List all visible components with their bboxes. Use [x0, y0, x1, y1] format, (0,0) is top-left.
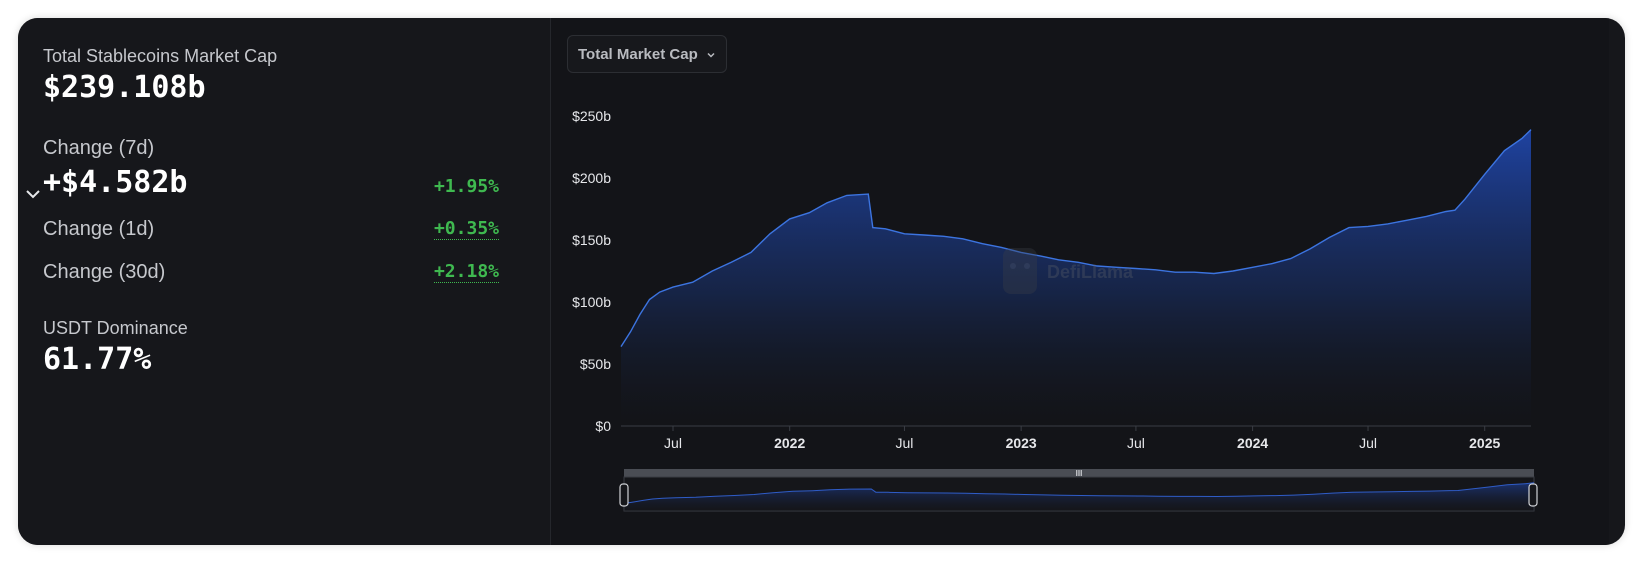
x-axis: Jul 2022 Jul 2023 Jul 2024 Jul 2025	[664, 426, 1500, 451]
chevron-down-icon[interactable]	[25, 186, 41, 202]
y-tick-label: $100b	[572, 294, 611, 310]
x-tick-label: Jul	[664, 435, 682, 451]
x-tick-label: Jul	[1359, 435, 1377, 451]
change-7d-percent: +1.95%	[433, 176, 499, 197]
range-brush[interactable]: III	[619, 469, 1538, 512]
x-tick-label: 2024	[1237, 435, 1268, 451]
stablecoins-card: Total Stablecoins Market Cap $239.108b C…	[18, 18, 1625, 545]
brush-bar[interactable]	[624, 469, 1534, 477]
navigator-line	[623, 482, 1535, 504]
metric-dropdown-label: Total Market Cap	[578, 46, 698, 63]
total-mcap-value: $239.108b	[43, 70, 206, 105]
x-tick-label: Jul	[896, 435, 914, 451]
x-tick-label: Jul	[1127, 435, 1145, 451]
watermark-text: DefiLlama	[1047, 262, 1134, 282]
llama-logo-icon	[1003, 248, 1037, 294]
brush-grip[interactable]: III	[1076, 469, 1083, 478]
market-cap-chart: $0 $50b $100b $150b $200b $250b Jul 2022 Jul 202…	[572, 108, 1538, 512]
watermark: DefiLlama	[1003, 248, 1134, 294]
metric-dropdown[interactable]: Total Market Cap	[567, 35, 727, 73]
market-cap-line	[620, 129, 1532, 347]
x-tick-label: 2023	[1006, 435, 1037, 451]
chevron-down-icon	[707, 52, 715, 58]
chart-panel: Total Market Cap $0 $50b $100b $150b $200b $2…	[551, 18, 1609, 545]
y-tick-label: $200b	[572, 170, 611, 186]
change-7d-value: +$4.582b	[43, 165, 188, 200]
change-30d-label: Change (30d)	[43, 261, 166, 283]
y-axis: $0 $50b $100b $150b $200b $250b	[572, 108, 611, 434]
change-7d-label: Change (7d)	[43, 137, 155, 159]
brush-handle-left[interactable]	[619, 483, 629, 507]
x-tick-label: 2022	[774, 435, 805, 451]
market-cap-area	[621, 129, 1531, 426]
y-tick-label: $150b	[572, 232, 611, 248]
y-tick-label: $250b	[572, 108, 611, 124]
x-tick-label: 2025	[1469, 435, 1500, 451]
usdt-dominance-value: 61.77%	[43, 342, 152, 377]
total-mcap-label: Total Stablecoins Market Cap	[43, 46, 278, 66]
change-1d-label: Change (1d)	[43, 218, 155, 240]
change-1d-percent[interactable]: +0.35%	[433, 218, 499, 240]
y-tick-label: $0	[595, 418, 611, 434]
navigator-area	[624, 482, 1534, 511]
y-tick-label: $50b	[580, 356, 611, 372]
stats-panel: Total Stablecoins Market Cap $239.108b C…	[18, 18, 551, 545]
usdt-dominance-label: USDT Dominance	[43, 318, 188, 338]
change-30d-percent[interactable]: +2.18%	[433, 261, 499, 283]
brush-handle-right[interactable]	[1528, 483, 1538, 507]
